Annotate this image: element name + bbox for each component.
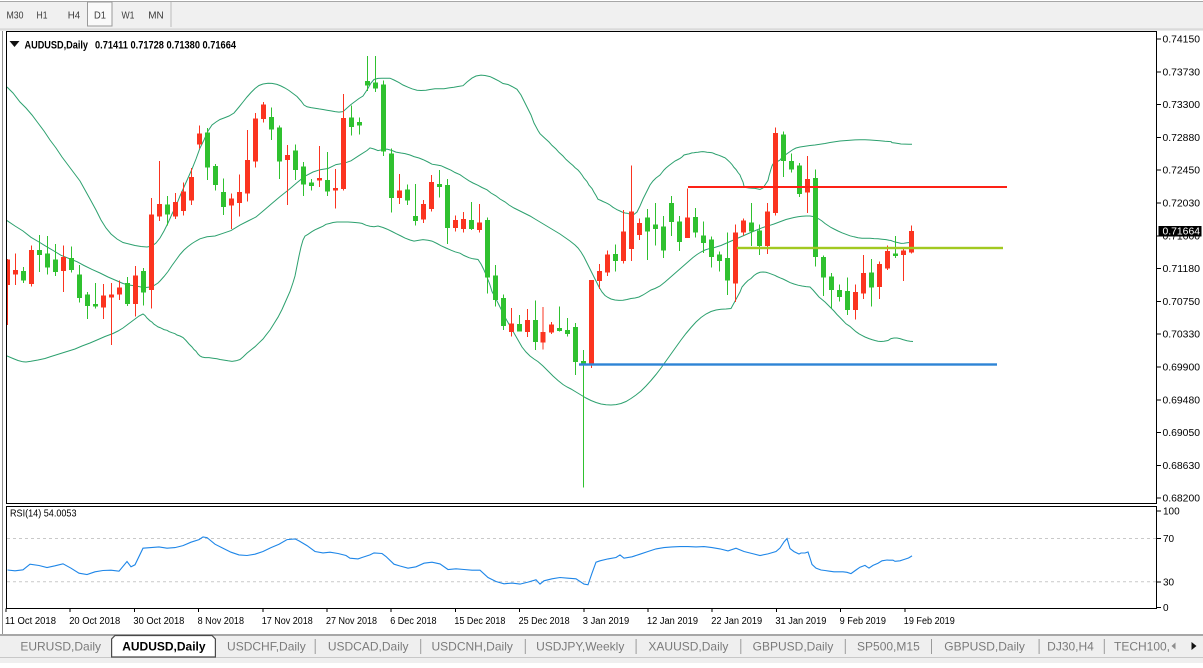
svg-text:0.74150: 0.74150	[1163, 35, 1201, 46]
svg-text:DJ30,H4: DJ30,H4	[1047, 640, 1094, 654]
svg-text:SP500,M15: SP500,M15	[857, 640, 920, 654]
svg-text:19 Feb 2019: 19 Feb 2019	[904, 616, 955, 627]
svg-text:M30: M30	[7, 10, 24, 22]
svg-text:0.69480: 0.69480	[1163, 395, 1201, 406]
svg-text:6 Dec 2018: 6 Dec 2018	[390, 616, 437, 627]
svg-text:RSI(14) 54.0053: RSI(14) 54.0053	[10, 508, 77, 520]
svg-text:0.69900: 0.69900	[1163, 363, 1201, 374]
svg-text:15 Dec 2018: 15 Dec 2018	[454, 616, 505, 627]
svg-text:17 Nov 2018: 17 Nov 2018	[262, 616, 313, 627]
svg-text:0.71664: 0.71664	[1163, 227, 1201, 238]
svg-text:XAUUSD,Daily: XAUUSD,Daily	[648, 640, 728, 654]
svg-text:0.71600: 0.71600	[1163, 231, 1201, 242]
svg-text:22 Jan 2019: 22 Jan 2019	[711, 616, 762, 627]
svg-text:0.70750: 0.70750	[1163, 297, 1201, 308]
svg-text:0.69050: 0.69050	[1163, 428, 1201, 439]
svg-text:USDCNH,Daily: USDCNH,Daily	[432, 640, 513, 654]
svg-text:MN: MN	[148, 10, 164, 22]
svg-text:GBPUSD,Daily: GBPUSD,Daily	[753, 640, 834, 654]
svg-text:11 Oct 2018: 11 Oct 2018	[5, 616, 56, 627]
svg-text:0.73730: 0.73730	[1163, 67, 1201, 78]
svg-text:70: 70	[1163, 534, 1175, 545]
svg-text:0.68630: 0.68630	[1163, 461, 1201, 472]
svg-text:3 Jan 2019: 3 Jan 2019	[583, 616, 630, 627]
svg-text:100: 100	[1163, 506, 1180, 517]
svg-text:W1: W1	[122, 10, 135, 22]
svg-text:0.73300: 0.73300	[1163, 100, 1201, 111]
svg-text:8 Nov 2018: 8 Nov 2018	[198, 616, 245, 627]
svg-text:0.71180: 0.71180	[1163, 264, 1201, 275]
svg-text:9 Feb 2019: 9 Feb 2019	[840, 616, 887, 627]
svg-text:D1: D1	[94, 10, 106, 22]
svg-text:USDCAD,Daily: USDCAD,Daily	[328, 640, 409, 654]
svg-text:0.72880: 0.72880	[1163, 133, 1201, 144]
svg-text:0.70330: 0.70330	[1163, 330, 1201, 341]
svg-text:AUDUSD,Daily: AUDUSD,Daily	[25, 40, 89, 52]
svg-text:TECH100,: TECH100,	[1114, 640, 1170, 654]
svg-text:H4: H4	[68, 10, 81, 22]
svg-text:0.68200: 0.68200	[1163, 494, 1201, 505]
svg-text:30 Oct 2018: 30 Oct 2018	[133, 616, 184, 627]
svg-text:0.72450: 0.72450	[1163, 166, 1201, 177]
svg-text:USDCHF,Daily: USDCHF,Daily	[227, 640, 306, 654]
svg-text:AUDUSD,Daily: AUDUSD,Daily	[122, 640, 206, 654]
svg-text:31 Jan 2019: 31 Jan 2019	[775, 616, 826, 627]
svg-text:27 Nov 2018: 27 Nov 2018	[326, 616, 377, 627]
svg-text:12 Jan 2019: 12 Jan 2019	[647, 616, 698, 627]
svg-text:0.71411 0.71728 0.71380 0.7166: 0.71411 0.71728 0.71380 0.71664	[95, 40, 237, 52]
svg-text:20 Oct 2018: 20 Oct 2018	[69, 616, 120, 627]
svg-text:30: 30	[1163, 577, 1175, 588]
svg-text:25 Dec 2018: 25 Dec 2018	[519, 616, 570, 627]
svg-text:0: 0	[1163, 603, 1169, 614]
svg-text:GBPUSD,Daily: GBPUSD,Daily	[944, 640, 1025, 654]
svg-text:EURUSD,Daily: EURUSD,Daily	[20, 640, 101, 654]
svg-text:USDJPY,Weekly: USDJPY,Weekly	[536, 640, 624, 654]
svg-text:H1: H1	[37, 10, 48, 22]
svg-text:0.72030: 0.72030	[1163, 199, 1201, 210]
